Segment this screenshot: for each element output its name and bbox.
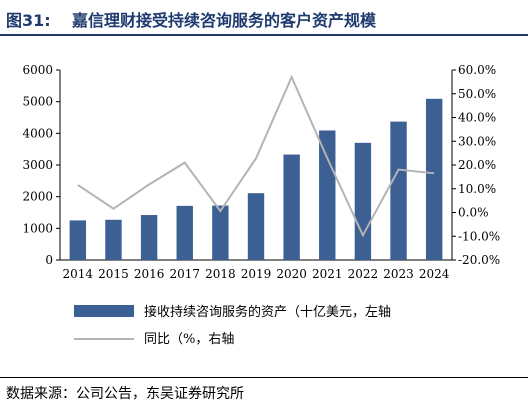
legend-bar-swatch: [74, 305, 134, 317]
figure-title: 嘉信理财接受持续咨询服务的客户资产规模: [72, 11, 377, 30]
bar: [319, 130, 336, 260]
right-tick-label: 40.0%: [458, 111, 496, 125]
bar: [212, 205, 229, 260]
bar: [176, 205, 193, 260]
right-tick-label: 20.0%: [458, 158, 496, 172]
bar: [69, 220, 87, 260]
x-tick-label: 2018: [205, 267, 236, 281]
chart: 0 1000 2000 3000 4000 5000 6000 -20.0% -10.0% 0.0…: [22, 63, 500, 347]
x-tick-label: 2019: [241, 267, 272, 281]
bar: [140, 215, 158, 260]
legend-bar-label: 接收持续咨询服务的资产（十亿美元，左轴: [144, 304, 391, 320]
bar: [354, 142, 372, 260]
source-note: 数据来源：公司公告，东吴证券研究所: [6, 386, 244, 402]
left-tick-label: 0: [45, 253, 53, 267]
x-tick-label: 2017: [169, 267, 200, 281]
x-tick-label: 2024: [419, 267, 450, 281]
x-tick-label: 2014: [63, 267, 94, 281]
left-tick-label: 1000: [22, 221, 53, 235]
yoy-series-line: [77, 74, 435, 238]
bar: [283, 154, 300, 260]
x-tick-label: 2022: [348, 267, 379, 281]
left-tick-label: 5000: [22, 95, 53, 109]
title-rule: [0, 34, 528, 36]
bar: [390, 121, 407, 260]
bar: [105, 219, 122, 260]
bar: [425, 98, 443, 260]
x-tick-label: 2020: [276, 267, 307, 281]
left-tick-label: 2000: [22, 190, 53, 204]
x-tick-label: 2023: [383, 267, 414, 281]
left-tick-label: 3000: [22, 158, 53, 172]
right-tick-label: -10.0%: [458, 229, 500, 243]
right-tick-label: 50.0%: [458, 87, 496, 101]
right-tick-label: 10.0%: [458, 182, 496, 196]
source-rule: [0, 377, 528, 378]
right-tick-label: 60.0%: [458, 63, 496, 77]
x-tick-label: 2021: [312, 267, 343, 281]
left-tick-label: 4000: [22, 126, 53, 140]
right-tick-label: 0.0%: [458, 206, 489, 220]
bar: [247, 193, 265, 260]
left-tick-label: 6000: [22, 63, 53, 77]
right-tick-label: 30.0%: [458, 134, 496, 148]
legend-line-label: 同比（%，右轴: [144, 332, 234, 347]
figure-title-row: 图31: 嘉信理财接受持续咨询服务的客户资产规模: [6, 4, 522, 34]
x-tick-label: 2016: [134, 267, 165, 281]
figure-label: 图31:: [6, 11, 51, 30]
x-tick-label: 2015: [98, 267, 129, 281]
right-tick-label: -20.0%: [458, 253, 500, 267]
